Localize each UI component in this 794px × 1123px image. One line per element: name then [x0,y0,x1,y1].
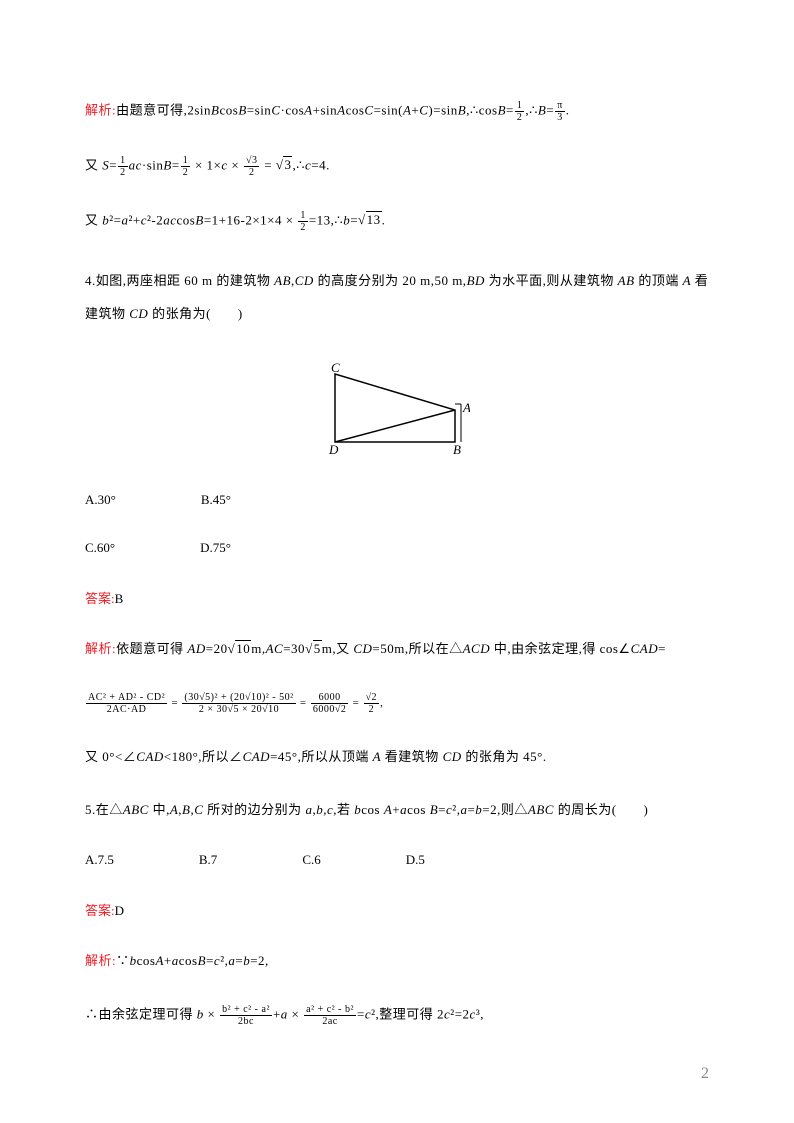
option-b: B.7 [199,852,217,868]
solution-p3: 又 b²=a²+c²-2accosB=1+16-2×1×4 × 12=13,∴b… [85,210,709,233]
q5-options: A.7.5 B.7 C.6 D.5 [85,852,709,868]
q4-options-row2: C.60° D.75° [85,540,709,556]
fraction: 12 [298,210,308,233]
q5-solution: 解析:∵bcosA+acosB=c²,a=b=2, [85,951,709,972]
sqrt: 5 [305,639,322,660]
fraction: √32 [244,155,260,178]
question-4: 4.如图,两座相距 60 m 的建筑物 AB,CD 的高度分别为 20 m,50… [85,265,709,330]
fraction: 12 [118,155,128,178]
q5-answer: 答案:D [85,900,709,919]
triangle-diagram: C A D B [325,362,470,457]
fraction: b² + c² - a²2bc [220,1004,272,1027]
q4-answer: 答案:B [85,588,709,607]
fraction: 60006000√2 [311,692,349,715]
label-C: C [331,362,340,375]
option-b: B.45° [201,492,231,508]
label-B: B [453,442,461,457]
fraction: a² + c² - b²2ac [304,1004,356,1027]
q4-solution-2: 又 0°<∠CAD<180°,所以∠CAD=45°,所以从顶端 A 看建筑物 C… [85,747,709,768]
fraction: π3 [555,100,565,123]
fraction: (30√5)² + (20√10)² - 50²2 × 30√5 × 20√10 [182,692,295,715]
label-A: A [462,400,470,415]
q4-solution: 解析:依题意可得 AD=2010m,AC=305m,又 CD=50m,所以在△A… [85,639,709,660]
option-c: C.6 [302,852,320,868]
q4-options-row1: A.30° B.45° [85,492,709,508]
label: 解析: [85,102,116,117]
q5-solution-2: ∴由余弦定理可得 b × b² + c² - a²2bc+a × a² + c²… [85,1004,709,1027]
option-a: A.7.5 [85,852,114,868]
question-5: 5.在△ABC 中,A,B,C 所对的边分别为 a,b,c,若 bcos A+a… [85,800,709,821]
fraction: √22 [364,692,380,715]
fraction: 12 [515,100,525,123]
sqrt: 3 [276,155,293,176]
option-a: A.30° [85,492,116,508]
option-d: D.75° [200,540,231,556]
option-d: D.5 [406,852,425,868]
label-D: D [328,442,339,457]
q4-fracline: AC² + AD² - CD²2AC·AD = (30√5)² + (20√10… [85,692,709,715]
sqrt: 13 [358,210,382,231]
page-number: 2 [701,1065,709,1083]
fraction: 12 [181,155,191,178]
sqrt: 10 [228,639,252,660]
geometry-figure: C A D B [85,362,709,462]
option-c: C.60° [85,540,115,556]
fraction: AC² + AD² - CD²2AC·AD [86,692,167,715]
solution-p1: 解析:由题意可得,2sinBcosB=sinC·cosA+sinAcosC=si… [85,100,709,123]
solution-p2: 又 S=12ac·sinB=12 × 1×c × √32 = 3,∴c=4. [85,155,709,178]
